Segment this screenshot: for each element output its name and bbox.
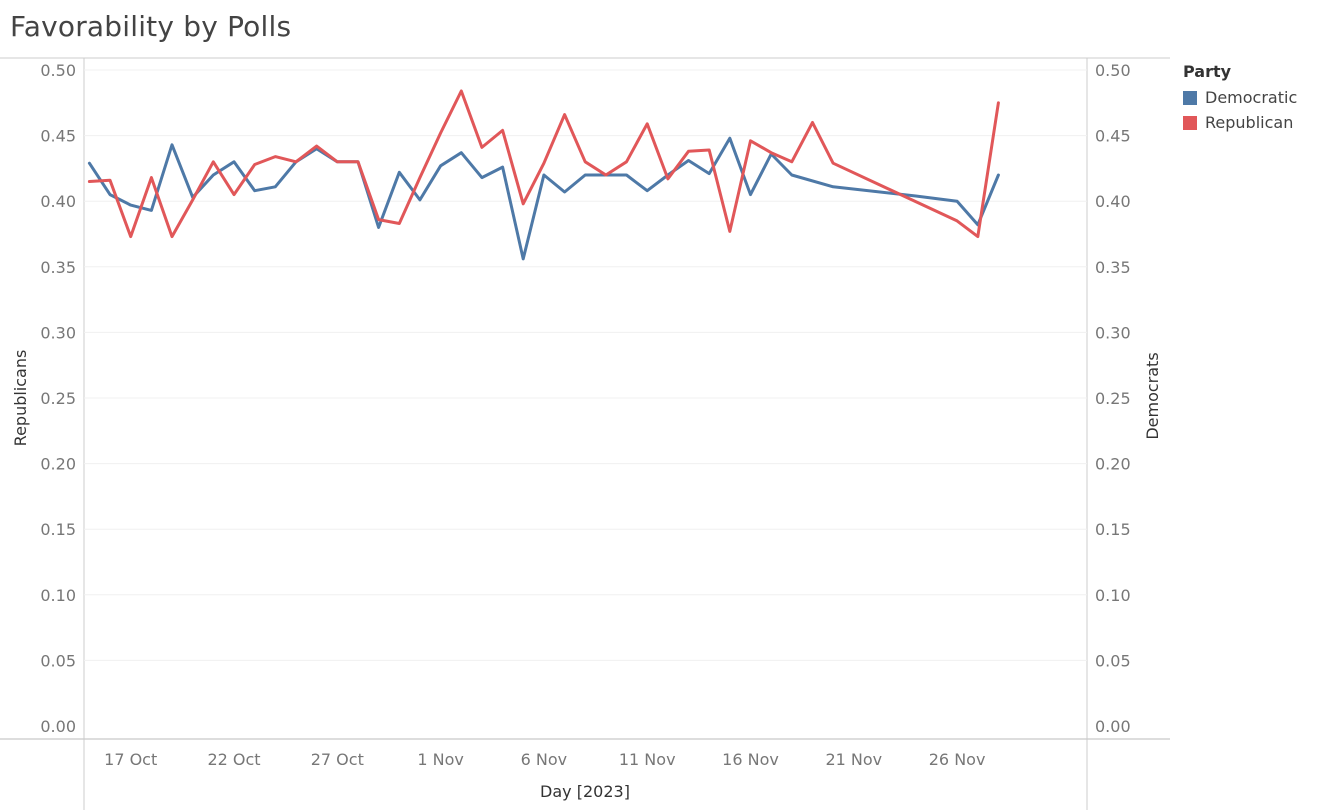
left-tick-0.50: 0.50 <box>40 61 76 80</box>
right-tick-0.25: 0.25 <box>1095 389 1131 408</box>
right-tick-0.10: 0.10 <box>1095 586 1131 605</box>
left-tick-0.10: 0.10 <box>40 586 76 605</box>
left-tick-0.25: 0.25 <box>40 389 76 408</box>
right-tick-0.15: 0.15 <box>1095 520 1131 539</box>
legend-title: Party <box>1183 62 1297 81</box>
x-tick-17-oct: 17 Oct <box>104 750 157 769</box>
legend-swatch-republican <box>1183 116 1197 130</box>
x-tick-27-oct: 27 Oct <box>311 750 364 769</box>
legend-item-republican[interactable]: Republican <box>1183 110 1297 135</box>
left-tick-0.35: 0.35 <box>40 258 76 277</box>
legend-item-democratic[interactable]: Democratic <box>1183 85 1297 110</box>
x-tick-21-nov: 21 Nov <box>825 750 882 769</box>
x-axis-label: Day [2023] <box>540 782 630 801</box>
left-tick-0.15: 0.15 <box>40 520 76 539</box>
legend-label-democratic: Democratic <box>1205 88 1297 107</box>
x-tick-6-nov: 6 Nov <box>521 750 568 769</box>
right-tick-0.45: 0.45 <box>1095 127 1131 146</box>
left-tick-0.40: 0.40 <box>40 192 76 211</box>
left-tick-0.05: 0.05 <box>40 651 76 670</box>
right-axis-ticks: 0.00 0.05 0.10 0.15 0.20 0.25 0.30 0.35 0.40 0.45… <box>1095 61 1131 736</box>
right-tick-0.20: 0.20 <box>1095 455 1131 474</box>
right-tick-0.50: 0.50 <box>1095 61 1131 80</box>
right-axis-label: Democrats <box>1143 352 1162 439</box>
series-layer <box>89 91 998 259</box>
right-tick-0.05: 0.05 <box>1095 651 1131 670</box>
right-tick-0.35: 0.35 <box>1095 258 1131 277</box>
left-tick-0.30: 0.30 <box>40 323 76 342</box>
x-tick-1-nov: 1 Nov <box>417 750 464 769</box>
series-line-republican <box>89 91 998 237</box>
left-axis-ticks: 0.00 0.05 0.10 0.15 0.20 0.25 0.30 0.35 0.40 0.45… <box>40 61 76 736</box>
right-tick-0.30: 0.30 <box>1095 323 1131 342</box>
right-tick-0.00: 0.00 <box>1095 717 1131 736</box>
left-tick-0.20: 0.20 <box>40 455 76 474</box>
x-axis-ticks: 17 Oct 22 Oct 27 Oct 1 Nov 6 Nov 11 Nov 16 Nov… <box>104 750 985 769</box>
x-tick-16-nov: 16 Nov <box>722 750 779 769</box>
left-tick-0.45: 0.45 <box>40 127 76 146</box>
x-tick-22-oct: 22 Oct <box>207 750 260 769</box>
left-axis-label: Republicans <box>11 350 30 447</box>
gridlines <box>84 70 1087 660</box>
legend-label-republican: Republican <box>1205 113 1293 132</box>
series-line-democratic <box>89 138 998 259</box>
x-tick-26-nov: 26 Nov <box>929 750 986 769</box>
x-tick-11-nov: 11 Nov <box>619 750 676 769</box>
left-tick-0.00: 0.00 <box>40 717 76 736</box>
legend: Party Democratic Republican <box>1183 62 1297 135</box>
right-tick-0.40: 0.40 <box>1095 192 1131 211</box>
chart-frame <box>0 58 1170 810</box>
legend-swatch-democratic <box>1183 91 1197 105</box>
